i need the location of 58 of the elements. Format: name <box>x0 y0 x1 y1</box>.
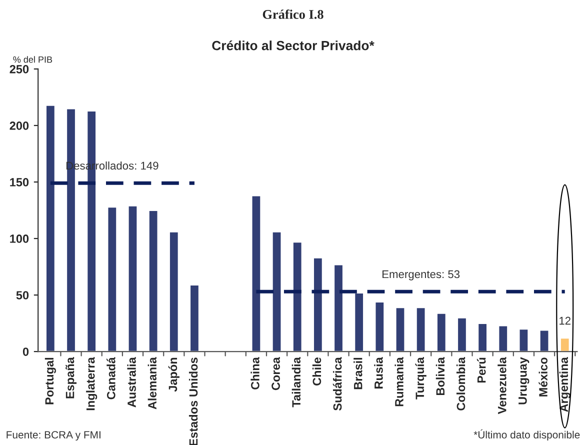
bar <box>312 257 324 352</box>
x-tick-label: Inglaterra <box>86 357 98 410</box>
y-tick-label: 150 <box>10 178 29 186</box>
x-tick-label: Portugal <box>44 358 56 404</box>
bar <box>560 337 570 352</box>
bar <box>456 316 468 352</box>
bar <box>416 306 426 352</box>
x-tick-label: Bolivia <box>436 357 445 396</box>
source-note: Fuente: BCRA y FMI <box>6 431 100 441</box>
x-tick-label: Rusia <box>374 357 383 388</box>
x-tick-label: Argentina <box>559 357 570 412</box>
y-tick-label: 100 <box>10 234 29 243</box>
x-tick-label: Colombia <box>456 357 466 410</box>
text: *Último dato disponible <box>474 429 580 441</box>
x-tick-label: Venezuela <box>498 357 506 414</box>
bar <box>189 284 200 352</box>
bar <box>374 301 385 352</box>
x-tick-label: España <box>66 357 77 398</box>
data-label: 12 <box>560 316 570 325</box>
x-tick-label: Corea <box>272 357 280 390</box>
annotation: Emergentes: 53 <box>382 270 460 280</box>
bar <box>518 328 530 352</box>
bar <box>498 324 508 352</box>
y-axis-title: % del PIB <box>13 56 52 63</box>
bar <box>106 206 118 352</box>
x-tick-label: Uruguay <box>518 357 530 404</box>
x-tick-label: Alemania <box>148 357 156 410</box>
x-tick-label: China <box>250 357 260 390</box>
y-tick-label: 50 <box>16 291 29 300</box>
bar <box>292 241 303 352</box>
bar <box>148 210 159 352</box>
x-tick-label: Chile <box>312 358 322 386</box>
x-tick-label: Sudáfrica <box>332 357 342 411</box>
x-tick-label: Canadá <box>106 357 116 400</box>
chart-subtitle: Crédito al Sector Privado* <box>212 40 374 50</box>
bar <box>45 104 56 352</box>
x-tick-label: Brasil <box>354 358 362 390</box>
x-tick-label: Turquía <box>415 357 426 400</box>
chart-title: Gráfico I.8 <box>262 9 324 19</box>
y-tick-label: 200 <box>10 122 29 130</box>
x-tick-label: México <box>538 358 548 396</box>
bar <box>168 231 180 352</box>
x-tick-label: Tailandia <box>292 357 301 408</box>
x-tick-label: Australia <box>127 357 136 408</box>
bar <box>127 205 138 352</box>
bar <box>250 194 262 352</box>
bar <box>354 292 364 352</box>
x-tick-label: Perú <box>476 358 486 383</box>
bar <box>333 264 344 352</box>
bar <box>436 312 447 352</box>
x-tick-label: Rumania <box>394 357 404 406</box>
bar <box>271 231 282 352</box>
bar <box>538 329 550 352</box>
bar <box>477 322 488 352</box>
x-tick-label: Japón <box>168 358 180 392</box>
y-tick-label: 250 <box>10 65 29 74</box>
y-tick-label: 0 <box>22 348 29 356</box>
bar <box>394 306 406 352</box>
